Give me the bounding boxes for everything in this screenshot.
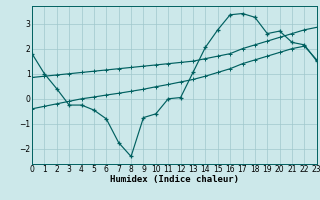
X-axis label: Humidex (Indice chaleur): Humidex (Indice chaleur)	[110, 175, 239, 184]
